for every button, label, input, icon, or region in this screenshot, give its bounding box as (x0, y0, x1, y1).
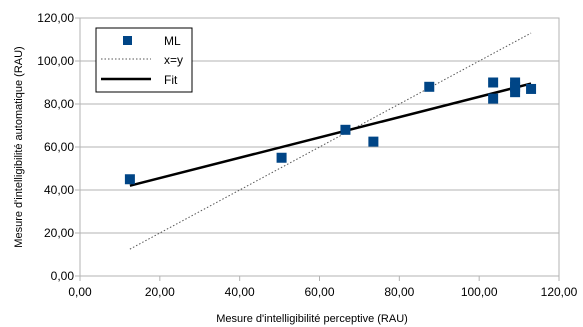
legend: ML x=y Fit (95, 27, 193, 93)
data-point (124, 174, 135, 185)
x-tick-label: 100,00 (461, 285, 498, 299)
data-point (424, 81, 435, 92)
y-axis-title: Mesure d'intelligibilité automatique (RA… (13, 46, 25, 247)
data-point (276, 152, 287, 163)
y-tick-label: 120,00 (37, 11, 74, 25)
data-point (488, 77, 499, 88)
x-tick-label: 20,00 (145, 285, 175, 299)
y-tick-label: 20,00 (44, 226, 74, 240)
y-tick-label: 0,00 (51, 269, 75, 283)
legend-box (95, 27, 193, 93)
data-point (510, 81, 521, 92)
data-point (368, 136, 379, 147)
legend-fit-label: Fit (164, 73, 178, 87)
y-tick-label: 40,00 (44, 183, 74, 197)
y-tick-label: 60,00 (44, 140, 74, 154)
data-point (526, 83, 537, 94)
x-tick-label: 0,00 (68, 285, 92, 299)
data-point (510, 87, 521, 98)
fit-line (129, 82, 532, 187)
y-tick-label: 80,00 (44, 97, 74, 111)
legend-ml-marker (123, 36, 132, 45)
data-point (340, 124, 351, 135)
legend-ml-label: ML (164, 34, 181, 48)
x-axis-title: Mesure d'intelligibilité perceptive (RAU… (216, 313, 408, 325)
data-point (488, 93, 499, 104)
series-layer (124, 32, 537, 250)
x-tick-label: 120,00 (541, 285, 578, 299)
axis-ticks: 0,00 20,00 40,00 60,00 80,00 100,00 120,00 0,00… (37, 11, 577, 299)
legend-xy-label: x=y (164, 53, 183, 67)
x-tick-label: 80,00 (384, 285, 414, 299)
x-tick-label: 60,00 (304, 285, 334, 299)
y-tick-label: 100,00 (37, 54, 74, 68)
x-tick-label: 40,00 (225, 285, 255, 299)
identity-line (129, 32, 532, 250)
